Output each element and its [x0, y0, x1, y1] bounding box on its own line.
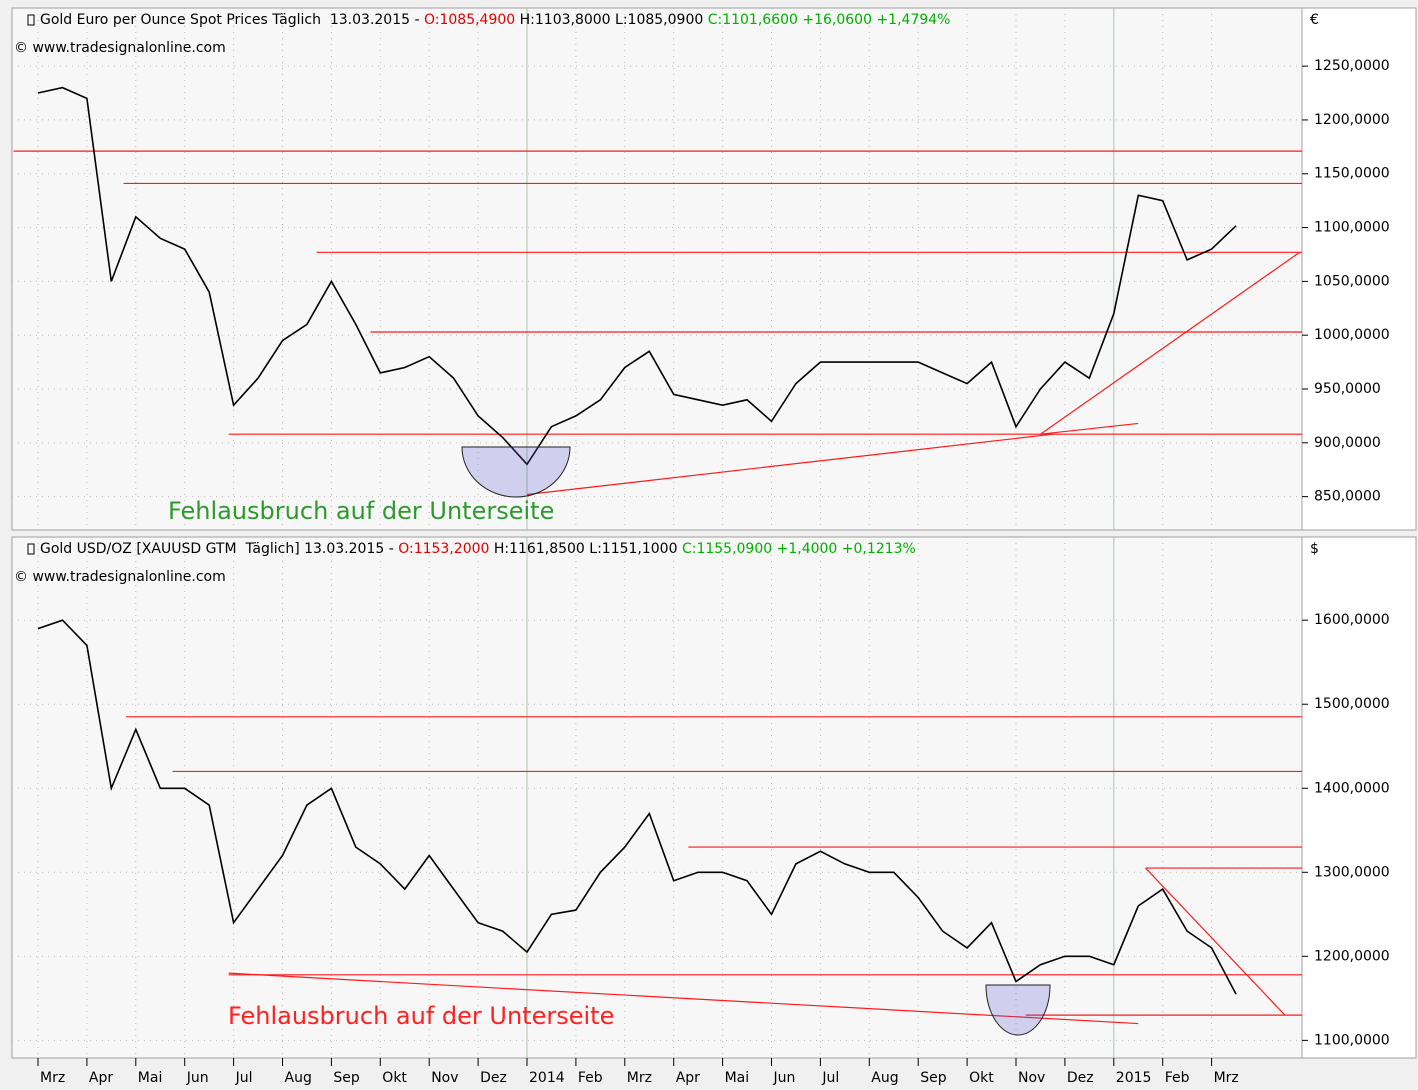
y-tick-label: 1300,0000	[1314, 864, 1390, 880]
axis-area	[1301, 7, 1417, 531]
panel-header: Gold Euro per Ounce Spot Prices Täglich …	[40, 12, 950, 28]
price-line	[37, 86, 1237, 466]
x-tick-label: Mai	[725, 1070, 750, 1086]
x-tick-label: Mai	[138, 1070, 163, 1086]
axis-area	[1301, 536, 1417, 1059]
x-tick-label: Nov	[1018, 1070, 1045, 1086]
x-tick-label: Feb	[1165, 1070, 1190, 1086]
x-tick-label: Okt	[382, 1070, 407, 1086]
x-tick-label: Jun	[186, 1070, 209, 1086]
y-tick-label: 950,0000	[1314, 381, 1381, 397]
y-tick-label: 900,0000	[1314, 435, 1381, 451]
x-tick-label: Mrz	[627, 1070, 652, 1086]
y-tick-label: 1600,0000	[1314, 612, 1390, 628]
header-part: H:1103,8000 L:1085,0900	[515, 12, 708, 28]
panel-header: Gold USD/OZ [XAUUSD GTM Täglich] 13.03.2…	[40, 541, 916, 557]
y-tick-label: 850,0000	[1314, 489, 1381, 505]
y-tick-label: 1500,0000	[1314, 696, 1390, 712]
x-tick-label: Feb	[578, 1070, 603, 1086]
annotation: Fehlausbruch auf der Unterseite	[168, 497, 554, 525]
plot-area	[11, 536, 1303, 1059]
y-tick-label: 1250,0000	[1314, 58, 1390, 74]
y-tick-label: 1100,0000	[1314, 1032, 1390, 1048]
header-part: H:1161,8500 L:1151,1000	[489, 541, 682, 557]
price-line	[37, 619, 1237, 995]
trend-line	[1040, 251, 1300, 435]
header-part: C:1155,0900 +1,4000 +0,1213%	[682, 541, 916, 557]
x-tick-label: Jul	[821, 1070, 839, 1086]
y-tick-label: 1150,0000	[1314, 166, 1390, 182]
trend-line	[526, 433, 1053, 496]
x-tick-label: 2014	[529, 1070, 565, 1086]
x-tick-label: Apr	[676, 1070, 700, 1086]
x-tick-label: Jun	[773, 1070, 796, 1086]
header-part: Gold Euro per Ounce Spot Prices Täglich …	[40, 12, 424, 28]
x-tick-label: Okt	[969, 1070, 994, 1086]
x-tick-label: Apr	[89, 1070, 113, 1086]
header-part: O:1153,2000	[398, 541, 489, 557]
header-part: O:1085,4900	[424, 12, 515, 28]
y-tick-label: 1400,0000	[1314, 780, 1390, 796]
annotation: Fehlausbruch auf der Unterseite	[228, 1002, 614, 1030]
header-part: Gold USD/OZ [XAUUSD GTM Täglich] 13.03.2…	[40, 541, 398, 557]
highlight-circle	[985, 984, 1051, 1036]
trend-line	[1040, 422, 1139, 435]
y-tick-label: 1200,0000	[1314, 112, 1390, 128]
x-tick-label: Dez	[1067, 1070, 1094, 1086]
header-icon	[27, 14, 35, 26]
x-tick-label: Aug	[871, 1070, 898, 1086]
x-tick-label: Aug	[285, 1070, 312, 1086]
y-tick-label: 1050,0000	[1314, 273, 1390, 289]
x-tick-label: Nov	[431, 1070, 458, 1086]
trend-line	[1145, 867, 1286, 1016]
x-tick-label: 2015	[1116, 1070, 1152, 1086]
x-tick-label: Mrz	[40, 1070, 65, 1086]
y-tick-label: 1100,0000	[1314, 220, 1390, 236]
trend-line	[228, 972, 1139, 1025]
y-tick-label: 1200,0000	[1314, 948, 1390, 964]
x-tick-label: Dez	[480, 1070, 507, 1086]
currency-label: €	[1310, 12, 1319, 28]
copyright: © www.tradesignalonline.com	[14, 569, 226, 585]
plot-area	[11, 7, 1303, 531]
currency-label: $	[1310, 541, 1319, 557]
y-tick-label: 1000,0000	[1314, 327, 1390, 343]
header-part: C:1101,6600 +16,0600 +1,4794%	[708, 12, 951, 28]
copyright: © www.tradesignalonline.com	[14, 40, 226, 56]
x-tick-label: Sep	[333, 1070, 360, 1086]
header-icon	[27, 543, 35, 555]
x-tick-label: Mrz	[1214, 1070, 1239, 1086]
x-tick-label: Sep	[920, 1070, 947, 1086]
x-tick-label: Jul	[235, 1070, 253, 1086]
highlight-circle	[461, 446, 571, 498]
